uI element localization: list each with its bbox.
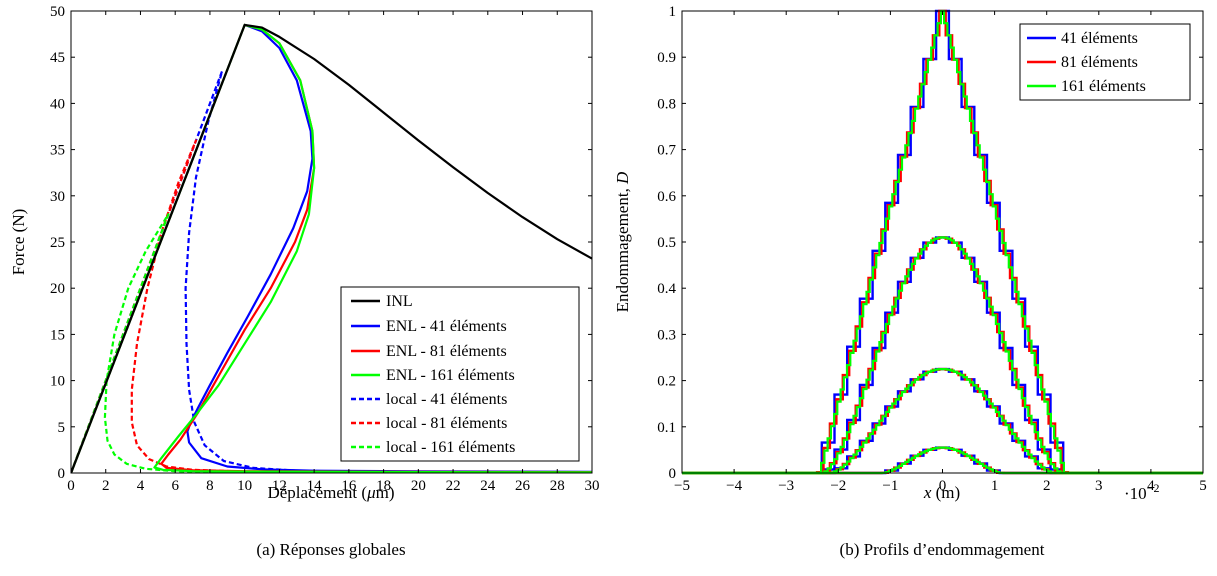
legend-item: 81 éléments (1027, 54, 1138, 71)
legend-label: ENL - 81 éléments (386, 343, 507, 360)
y-tick-label: 0.8 (657, 96, 676, 112)
legend-label: local - 41 éléments (386, 391, 507, 408)
ticks-a: 0 2 4 6 8 10 12 14 16 18 20 22 24 26 28 300510152025303… (50, 4, 600, 494)
y-tick-label: 0.6 (657, 189, 676, 205)
legend-label: local - 161 éléments (386, 439, 515, 456)
series-line (71, 70, 592, 473)
y-tick-label: 0.9 (657, 50, 676, 66)
series-line (71, 23, 592, 473)
x-tick-label: 1 (991, 478, 999, 494)
legend-label: INL (386, 293, 413, 310)
y-tick-label: 45 (50, 50, 65, 66)
x-tick-label: 5 (1199, 478, 1207, 494)
y-tick-label: 1 (669, 4, 677, 20)
chart-force-displacement: 0 2 4 6 8 10 12 14 16 18 20 22 24 26 28 300510152025303… (9, 4, 600, 559)
y-tick-label: 50 (50, 4, 65, 20)
series-line (71, 23, 592, 473)
x-tick-label: 26 (515, 478, 531, 494)
x-tick-label: 10 (237, 478, 252, 494)
y-tick-label: 0.1 (657, 420, 676, 436)
y-tick-label: 10 (50, 374, 65, 390)
y-tick-label: 0 (669, 466, 677, 482)
profile-line (682, 236, 1203, 475)
x-tick-label: 16 (341, 478, 357, 494)
y-tick-label: 0.7 (657, 143, 676, 159)
profile-line (682, 236, 1203, 475)
legend-item: ENL - 161 éléments (351, 367, 515, 384)
x-tick-label: 22 (446, 478, 461, 494)
chart-damage-profiles: −5 −4 −3 −2 −1 0 1 2 3 4 5 0 0.1 0.2 0.3 0.4 0.5 0.6 0.7 0.… (613, 4, 1207, 559)
x-tick-label: −5 (674, 478, 690, 494)
legend-item: local - 81 éléments (351, 415, 507, 432)
x-tick-label: 4 (137, 478, 145, 494)
y-tick-label: 0.2 (657, 374, 676, 390)
x-tick-label: 6 (171, 478, 179, 494)
legend-item: ENL - 81 éléments (351, 343, 507, 360)
y-tick-label: 35 (50, 143, 65, 159)
legend-item: local - 41 éléments (351, 391, 507, 408)
legend-label: local - 81 éléments (386, 415, 507, 432)
x-tick-label: 8 (206, 478, 214, 494)
caption-a: (a) Réponses globales (256, 540, 405, 559)
y-tick-label: 15 (50, 327, 65, 343)
y-tick-label: 5 (58, 420, 66, 436)
y-tick-label: 0 (58, 466, 66, 482)
legend-a: INL ENL - 41 éléments ENL - 81 éléments … (340, 286, 580, 462)
x-tick-label: −3 (778, 478, 794, 494)
caption-b: (b) Profils d’endommagement (840, 540, 1045, 559)
profile-line (682, 367, 1203, 475)
x-tick-label: −1 (882, 478, 898, 494)
x-tick-label: 30 (585, 478, 600, 494)
x-tick-label: 12 (272, 478, 287, 494)
y-tick-label: 20 (50, 281, 65, 297)
y-tick-label: 0.4 (657, 281, 676, 297)
series-line (71, 23, 592, 473)
legend-label: ENL - 161 éléments (386, 367, 515, 384)
x-tick-label: 18 (376, 478, 391, 494)
x-tick-label: 0 (67, 478, 75, 494)
profile-line (682, 367, 1203, 475)
x-tick-label: 24 (480, 478, 496, 494)
legend-label: 41 éléments (1061, 30, 1138, 47)
x-tick-label: 3 (1095, 478, 1103, 494)
x-tick-label: 2 (102, 478, 110, 494)
legend-item: 161 éléments (1027, 78, 1146, 95)
legend-label: 81 éléments (1061, 54, 1138, 71)
x-tick-label: −4 (726, 478, 742, 494)
legend-item: ENL - 41 éléments (351, 318, 507, 335)
legend-item: local - 161 éléments (351, 439, 515, 456)
legend-box-a (340, 286, 580, 462)
y-tick-label: 40 (50, 96, 65, 112)
x-tick-label: 20 (411, 478, 426, 494)
x-tick-label: 14 (307, 478, 323, 494)
x-tick-label: 4 (1147, 478, 1155, 494)
y-axis-label-a: Force (N) (9, 209, 28, 276)
legend-item: 41 éléments (1027, 30, 1138, 47)
x-tick-label: 0 (939, 478, 947, 494)
y-tick-label: 0.3 (657, 327, 676, 343)
y-axis-label-b: Endommagement, D (613, 171, 632, 312)
x-tick-label: 28 (550, 478, 565, 494)
x-axis-label-a: Déplacement (μm) (267, 483, 394, 502)
profile-line (682, 236, 1203, 475)
ticks-b: −5 −4 −3 −2 −1 0 1 2 3 4 5 0 0.1 0.2 0.3 0.4 0.5 0.6 0.7 0.… (657, 4, 1207, 494)
legend-b: 41 éléments 81 éléments 161 éléments (1019, 23, 1191, 101)
legend-label: ENL - 41 éléments (386, 318, 507, 335)
profile-line (682, 368, 1203, 475)
y-tick-label: 25 (50, 235, 65, 251)
x-tick-label: −2 (830, 478, 846, 494)
x-axis-multiplier-b: ·10−2 (1124, 481, 1159, 503)
legend-item: INL (351, 293, 413, 310)
y-tick-label: 0.5 (657, 235, 676, 251)
y-tick-label: 30 (50, 189, 65, 205)
legend-label: 161 éléments (1061, 78, 1146, 95)
x-tick-label: 2 (1043, 478, 1051, 494)
x-axis-label-b: x (m) (923, 483, 960, 502)
